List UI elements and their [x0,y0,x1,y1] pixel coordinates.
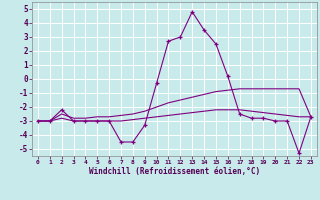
X-axis label: Windchill (Refroidissement éolien,°C): Windchill (Refroidissement éolien,°C) [89,167,260,176]
